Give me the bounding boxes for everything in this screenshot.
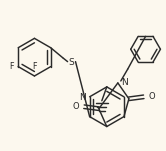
Text: O: O — [149, 92, 155, 101]
Text: F: F — [10, 62, 14, 71]
Text: F: F — [32, 62, 37, 71]
Text: O: O — [72, 102, 79, 111]
Text: S: S — [69, 58, 74, 67]
Text: N: N — [121, 78, 127, 87]
Text: N: N — [79, 93, 86, 102]
